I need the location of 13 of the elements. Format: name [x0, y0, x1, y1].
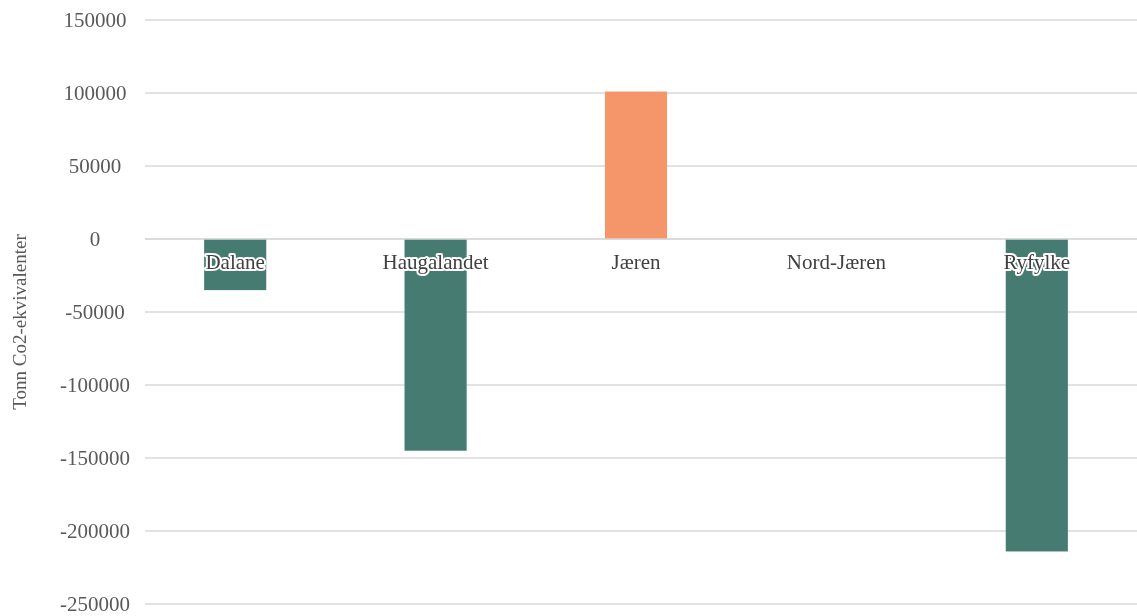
- y-tick-label: 50000: [68, 154, 122, 179]
- y-tick-label: -250000: [60, 592, 130, 616]
- y-tick-label: 0: [89, 227, 101, 252]
- y-tick-label: -200000: [60, 519, 130, 544]
- y-tick-label: 150000: [63, 8, 127, 33]
- x-tick-label: Jæren: [611, 250, 661, 274]
- x-tick-label: Dalane: [205, 250, 265, 274]
- x-tick-label: Nord-Jæren: [786, 250, 887, 274]
- y-tick-label: -50000: [65, 300, 125, 325]
- y-axis-title: Tonn Co2-ekvivalenter: [9, 233, 30, 410]
- y-tick-label: -150000: [60, 446, 130, 471]
- y-tick-label: 100000: [63, 81, 127, 106]
- y-tick-label: -100000: [60, 373, 130, 398]
